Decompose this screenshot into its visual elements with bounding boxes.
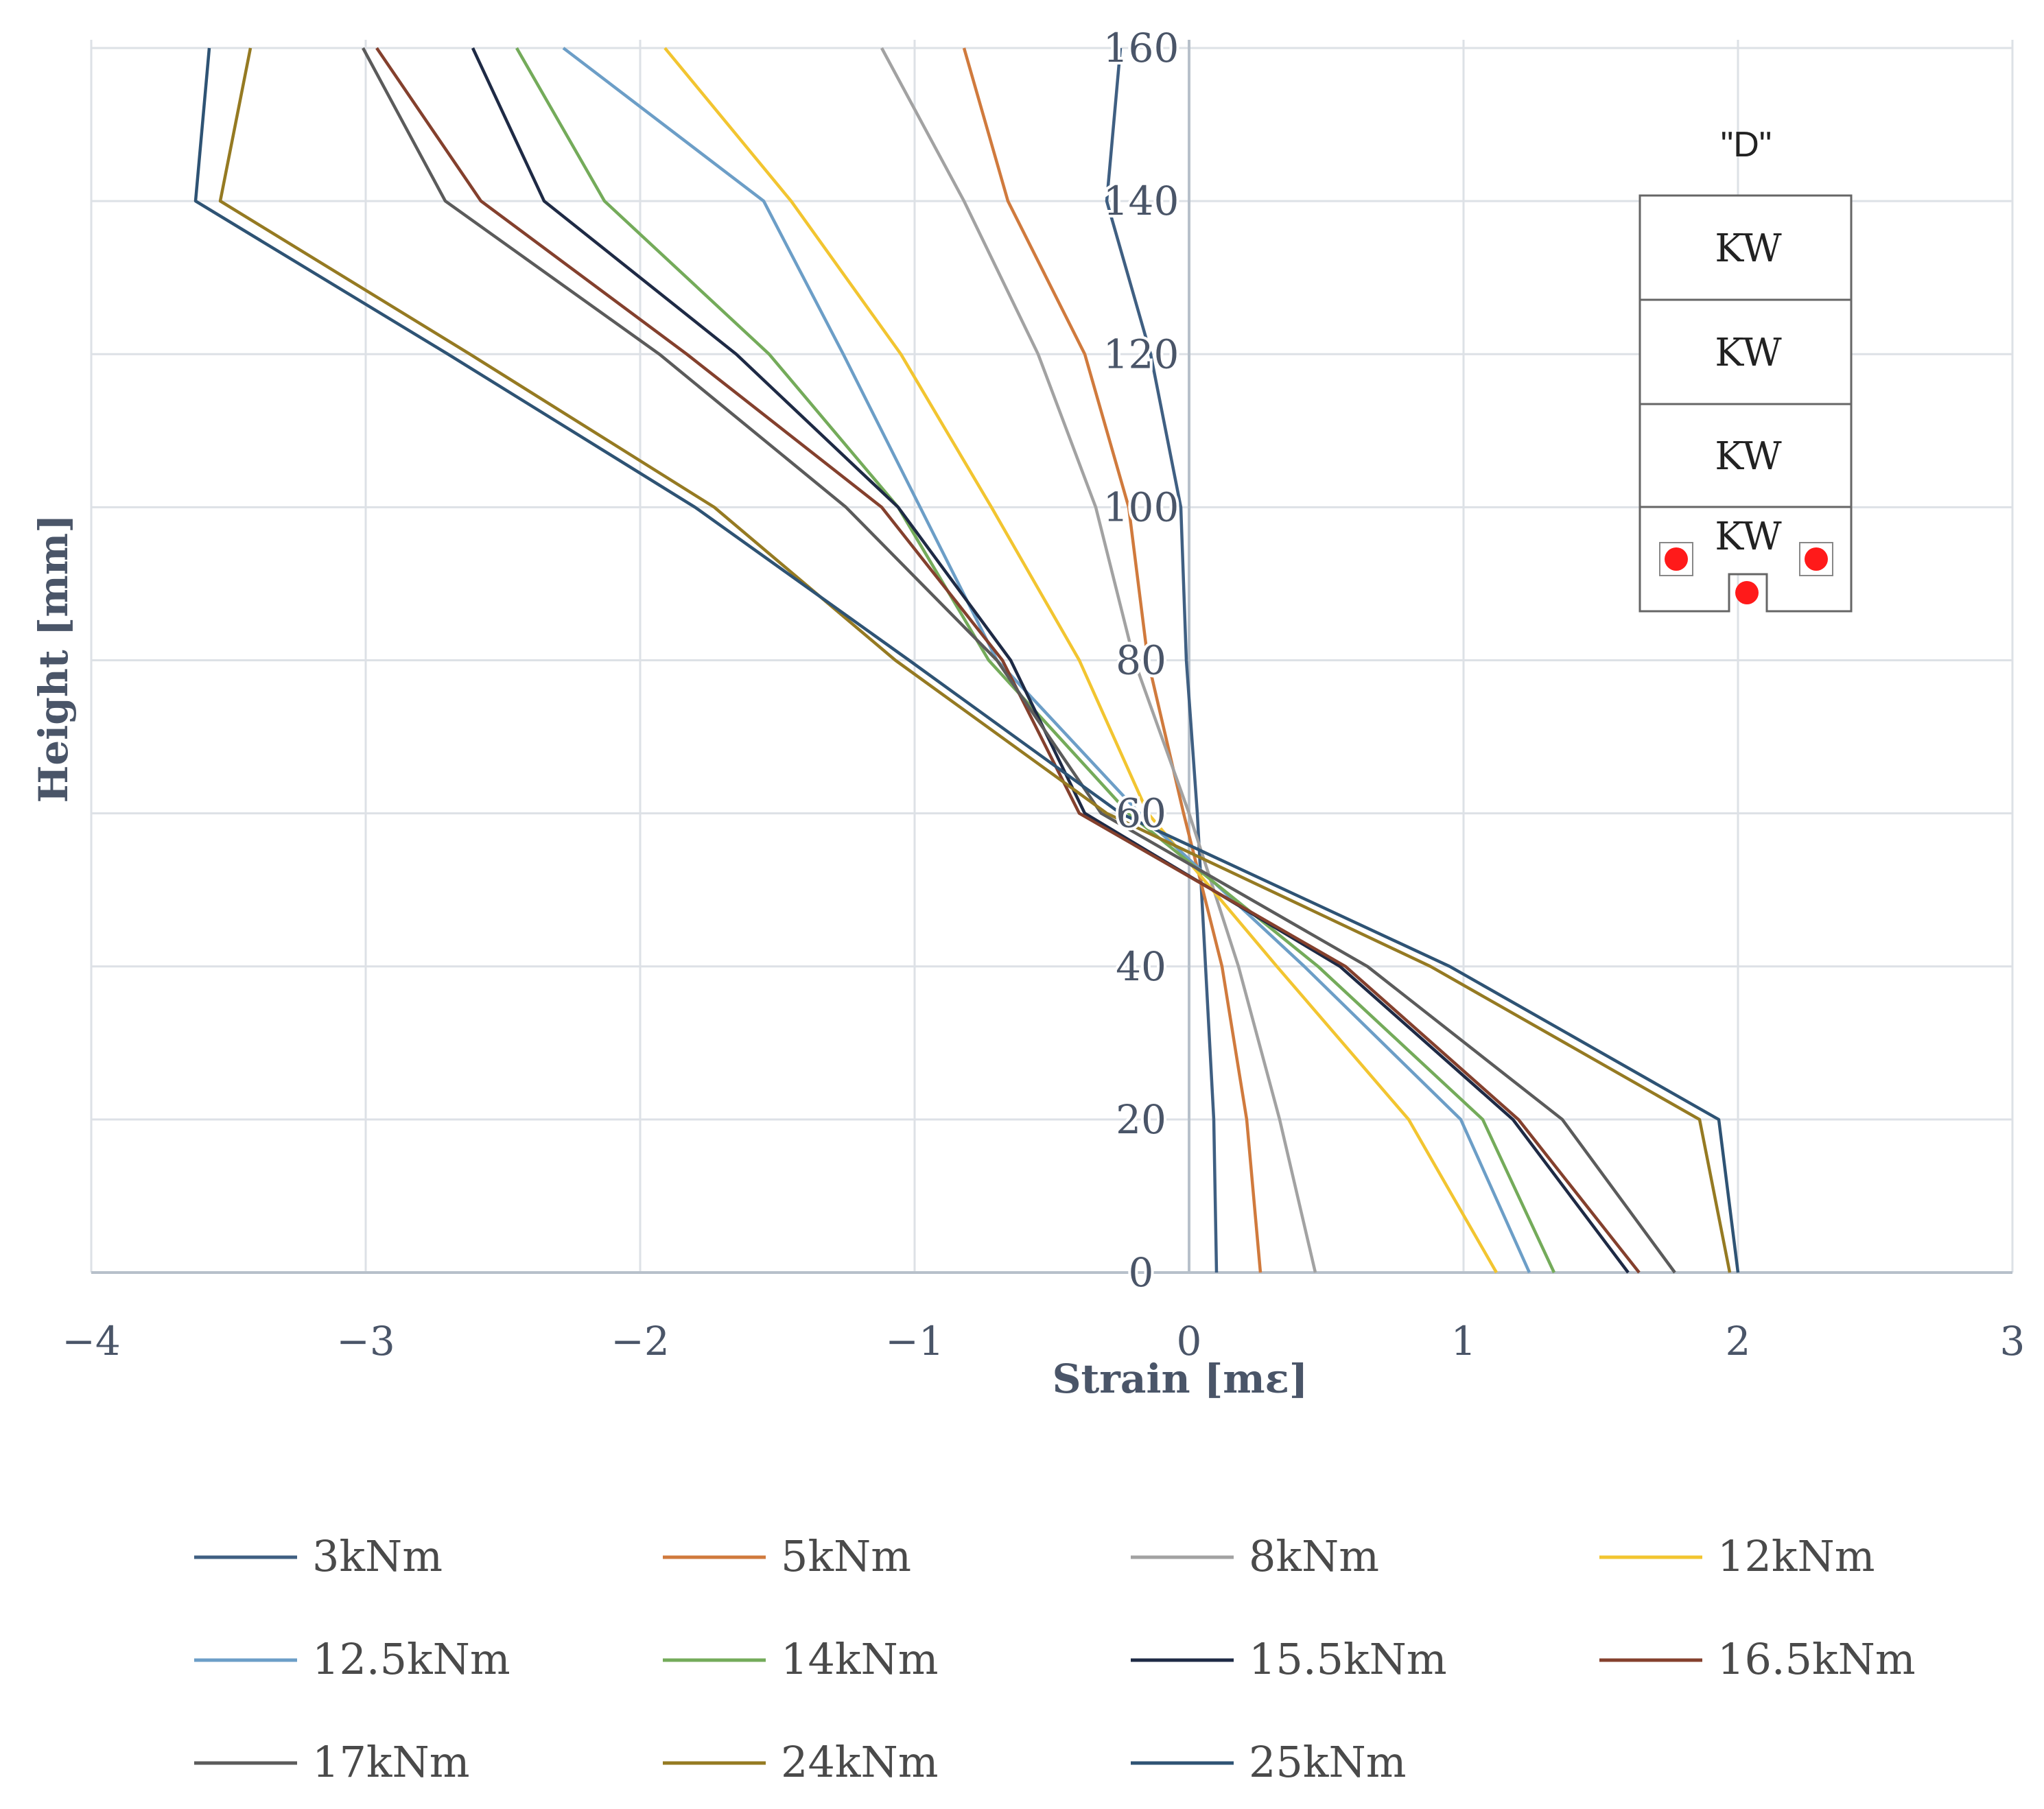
legend-label: 16.5kNm — [1717, 1634, 1916, 1684]
y-tick-label: 20 — [1116, 1096, 1166, 1143]
series-line-3kNm — [1105, 47, 1219, 1273]
inset-block-label: KW — [1715, 515, 1782, 559]
legend-label: 3kNm — [312, 1531, 443, 1581]
series-line-25kNm — [193, 47, 1740, 1273]
series-line-14kNm — [515, 47, 1556, 1273]
inset-block-label: KW — [1715, 226, 1782, 271]
series-line-16.5kNm — [375, 47, 1641, 1274]
inset-blocks: KW KW KW KW — [1638, 194, 1853, 613]
y-tick-label: 0 — [1129, 1249, 1154, 1296]
inset-label: "D" — [1721, 125, 1772, 165]
legend-label: 8kNm — [1249, 1531, 1379, 1581]
inset-rebar-marker — [1805, 547, 1828, 571]
series-line-12kNm — [663, 47, 1498, 1274]
y-axis-label: Height [mm] — [30, 514, 77, 803]
x-tick-label: 3 — [2000, 1318, 2025, 1364]
y-tick-label: 140 — [1103, 178, 1179, 224]
series-line-5kNm — [962, 47, 1262, 1273]
inset-block — [1638, 403, 1853, 508]
inset-rebar-marker — [1665, 547, 1688, 571]
x-tick-label: 1 — [1451, 1318, 1477, 1364]
inset-rebar-marker — [1735, 581, 1759, 604]
y-tick-label: 160 — [1103, 25, 1179, 71]
x-axis-label: Strain [mε] — [1053, 1356, 1308, 1402]
section-inset: "D" KW KW KW KW — [1638, 125, 1853, 613]
legend-label: 17kNm — [312, 1737, 470, 1787]
x-tick-label: −1 — [885, 1318, 944, 1364]
inset-block — [1638, 506, 1853, 613]
x-tick-label: −2 — [611, 1318, 670, 1364]
x-tick-label: −3 — [336, 1318, 395, 1364]
x-tick-label: −4 — [62, 1318, 121, 1364]
series-line-24kNm — [218, 47, 1732, 1273]
inset-block — [1638, 298, 1853, 405]
y-tick-label: 60 — [1116, 790, 1166, 837]
y-tick-label: 80 — [1116, 637, 1166, 684]
legend-label: 25kNm — [1249, 1737, 1407, 1787]
series-lines — [193, 47, 1740, 1274]
y-tick-label: 100 — [1103, 484, 1179, 530]
y-tick-label: 120 — [1103, 331, 1179, 377]
tick-labels: −4 −3 −2 −1 0 1 2 3 0 20 40 60 80 100 120 140 160 — [62, 22, 2025, 1364]
x-tick-label: 0 — [1177, 1318, 1202, 1364]
inset-block-label: KW — [1715, 331, 1782, 375]
axes — [91, 40, 2012, 1274]
series-line-8kNm — [880, 47, 1317, 1273]
series-line-17kNm — [362, 47, 1676, 1274]
legend-label: 5kNm — [781, 1531, 911, 1581]
x-tick-label: 2 — [1726, 1318, 1751, 1364]
series-line-15.5kNm — [471, 47, 1630, 1274]
legend-label: 15.5kNm — [1249, 1634, 1447, 1684]
legend-label: 24kNm — [781, 1737, 939, 1787]
legend: 3kNm 5kNm 8kNm 12kNm 12.5kNm 14kNm 15.5kNm 16.5… — [194, 1531, 1916, 1787]
legend-label: 12.5kNm — [312, 1634, 510, 1684]
inset-block — [1638, 194, 1853, 301]
inset-block-label: KW — [1715, 434, 1782, 479]
legend-label: 12kNm — [1717, 1531, 1875, 1581]
y-tick-label: 40 — [1116, 943, 1166, 990]
legend-label: 14kNm — [781, 1634, 939, 1684]
